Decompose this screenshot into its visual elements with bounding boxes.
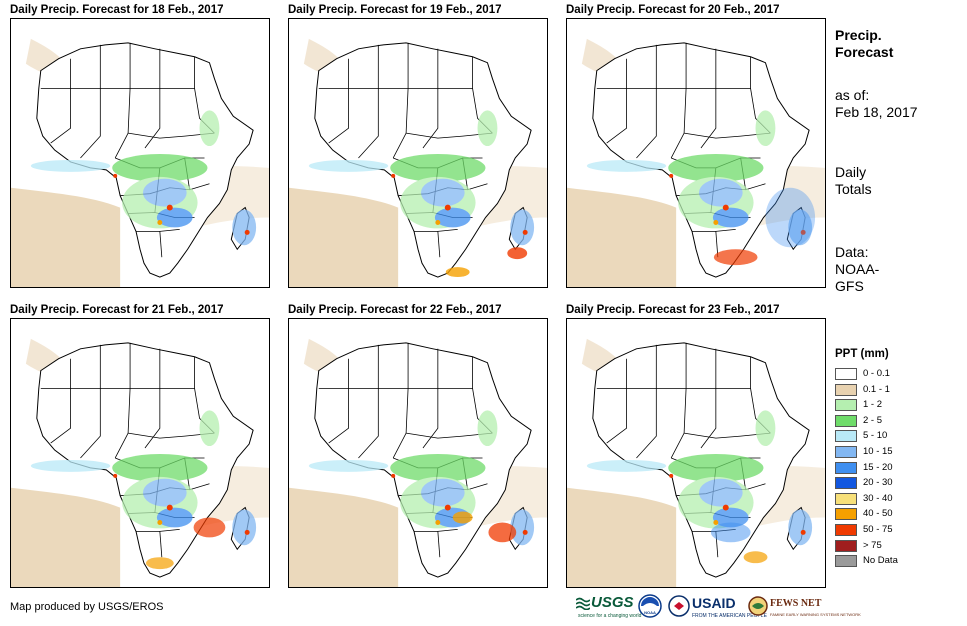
info-asof-line1: as of: (835, 87, 870, 103)
usaid-seal-icon (668, 595, 690, 617)
legend-label: > 75 (863, 539, 882, 551)
legend-item: 40 - 50 (835, 507, 955, 521)
legend-label: 50 - 75 (863, 524, 893, 535)
usaid-wordmark: USAID (692, 595, 736, 611)
legend-item: 50 - 75 (835, 523, 955, 537)
legend-item: 2 - 5 (835, 414, 955, 428)
noaa-logo: NOAA (638, 594, 664, 620)
info-data-line3: GFS (835, 278, 864, 294)
legend-item: 10 - 15 (835, 445, 955, 459)
legend-label: 2 - 5 (863, 414, 883, 426)
legend-swatch (835, 461, 857, 474)
credit-text: Map produced by USGS/EROS (10, 601, 164, 613)
fewsnet-logo: FEWS NET FAMINE EARLY WARNING SYSTEMS NE… (748, 594, 861, 620)
legend-label: 0.1 - 1 (863, 383, 890, 395)
legend-title: PPT (mm) (835, 348, 889, 360)
legend-label: 5 - 10 (863, 430, 888, 442)
usaid-logo: USAID FROM THE AMERICAN PEOPLE (668, 594, 767, 620)
legend-item: 0 - 0.1 (835, 367, 955, 381)
info-title-line1: Precip. (835, 27, 882, 43)
precip-map (288, 18, 548, 288)
legend-item: > 75 (835, 539, 955, 553)
fewsnet-tagline: FAMINE EARLY WARNING SYSTEMS NETWORK (770, 612, 861, 617)
usgs-wave-icon (576, 597, 590, 610)
legend-swatch (835, 399, 857, 412)
precip-map (566, 18, 826, 288)
legend-swatch (835, 555, 857, 568)
info-totals-line1: Daily (835, 164, 867, 180)
info-totals-line2: Totals (835, 181, 872, 197)
legend-label: 10 - 15 (863, 446, 893, 457)
legend-swatch (835, 477, 857, 490)
legend-swatch (835, 492, 857, 505)
usgs-tagline: science for a changing world (578, 613, 642, 619)
legend-label: 30 - 40 (863, 492, 893, 504)
legend-swatch (835, 508, 857, 521)
info-title-line2: Forecast (835, 44, 894, 60)
fewsnet-globe-icon (748, 596, 768, 616)
legend-label: 0 - 0.1 (863, 368, 890, 379)
fewsnet-wordmark: FEWS NET (770, 598, 822, 609)
panel-title: Daily Precip. Forecast for 18 Feb., 2017 (10, 4, 224, 16)
legend-swatch (835, 368, 857, 380)
precip-map (566, 318, 826, 588)
usgs-logo: USGS science for a changing world (576, 594, 641, 620)
legend-item: 15 - 20 (835, 461, 955, 475)
legend-swatch (835, 383, 857, 396)
info-asof-line2: Feb 18, 2017 (835, 104, 918, 120)
panel-title: Daily Precip. Forecast for 22 Feb., 2017 (288, 304, 502, 316)
panel-title: Daily Precip. Forecast for 20 Feb., 2017 (566, 4, 780, 16)
info-data-line2: NOAA- (835, 261, 880, 277)
legend-item: 1 - 2 (835, 398, 955, 412)
panel-title: Daily Precip. Forecast for 23 Feb., 2017 (566, 304, 780, 316)
legend-label: 40 - 50 (863, 508, 893, 520)
legend-item: 5 - 10 (835, 429, 955, 443)
legend-swatch (835, 414, 857, 427)
legend-swatch (835, 539, 857, 552)
noaa-seal-icon: NOAA (638, 594, 662, 618)
usaid-tagline: FROM THE AMERICAN PEOPLE (692, 613, 767, 619)
logo-strip: USGS science for a changing world NOAA U… (576, 594, 861, 620)
legend-swatch (835, 446, 857, 458)
panel-title: Daily Precip. Forecast for 19 Feb., 2017 (288, 4, 502, 16)
precip-map (10, 18, 270, 288)
usgs-wordmark: USGS (591, 594, 634, 611)
legend-item: No Data (835, 554, 955, 568)
legend-label: 20 - 30 (863, 477, 893, 489)
legend-label: 15 - 20 (863, 461, 893, 473)
precip-map (288, 318, 548, 588)
legend-item: 30 - 40 (835, 492, 955, 506)
legend-item: 0.1 - 1 (835, 383, 955, 397)
panel-title: Daily Precip. Forecast for 21 Feb., 2017 (10, 304, 224, 316)
noaa-seal-text: NOAA (644, 610, 656, 615)
legend-label: 1 - 2 (863, 399, 883, 411)
legend-label: No Data (863, 555, 898, 567)
legend-swatch (835, 430, 857, 443)
legend-item: 20 - 30 (835, 476, 955, 490)
precip-map (10, 318, 270, 588)
info-data-line1: Data: (835, 244, 869, 260)
legend-swatch (835, 524, 857, 536)
